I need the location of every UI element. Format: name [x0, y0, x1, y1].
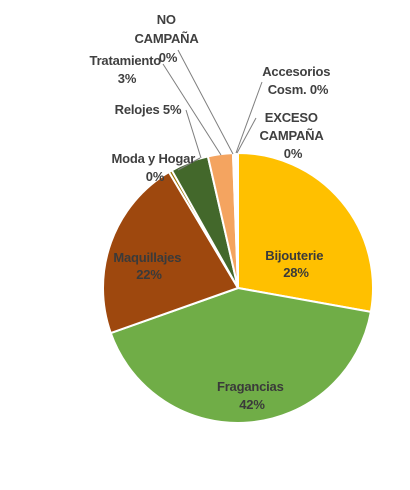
leader-line-relojes: [185, 109, 202, 159]
data-label-bijouterie: Bijouterie 28%: [265, 248, 326, 280]
pie-slice-fragancias: [109, 287, 372, 424]
data-label-maquillajes: Maquillajes 22%: [113, 250, 184, 282]
leader-line-tratamiento: [162, 63, 222, 156]
data-label-no-campana: NO CAMPAÑA 0%: [134, 12, 201, 65]
leader-line-moda: [177, 157, 201, 171]
data-label-exceso: EXCESO CAMPAÑA 0%: [259, 110, 326, 161]
data-label-relojes: Relojes 5%: [115, 102, 182, 117]
leader-line-accesorios: [235, 81, 263, 154]
leader-line-no-campana: [177, 49, 234, 155]
pie-slices: [102, 151, 374, 424]
data-labels: Bijouterie 28% Fragancias 42% Maquillaje…: [90, 12, 334, 412]
leader-line-exceso: [236, 117, 257, 154]
pie-slice-maquillajes: [102, 171, 239, 335]
data-label-fragancias: Fragancias 42%: [217, 379, 287, 412]
data-label-tratamiento: Tratamiento 3%: [90, 53, 165, 86]
data-label-accesorios: Accesorios Cosm. 0%: [262, 64, 334, 97]
leader-lines: [162, 49, 263, 171]
data-label-moda-hogar: Moda y Hogar 0%: [112, 151, 199, 184]
pie-slice-bijouterie: [237, 152, 374, 313]
